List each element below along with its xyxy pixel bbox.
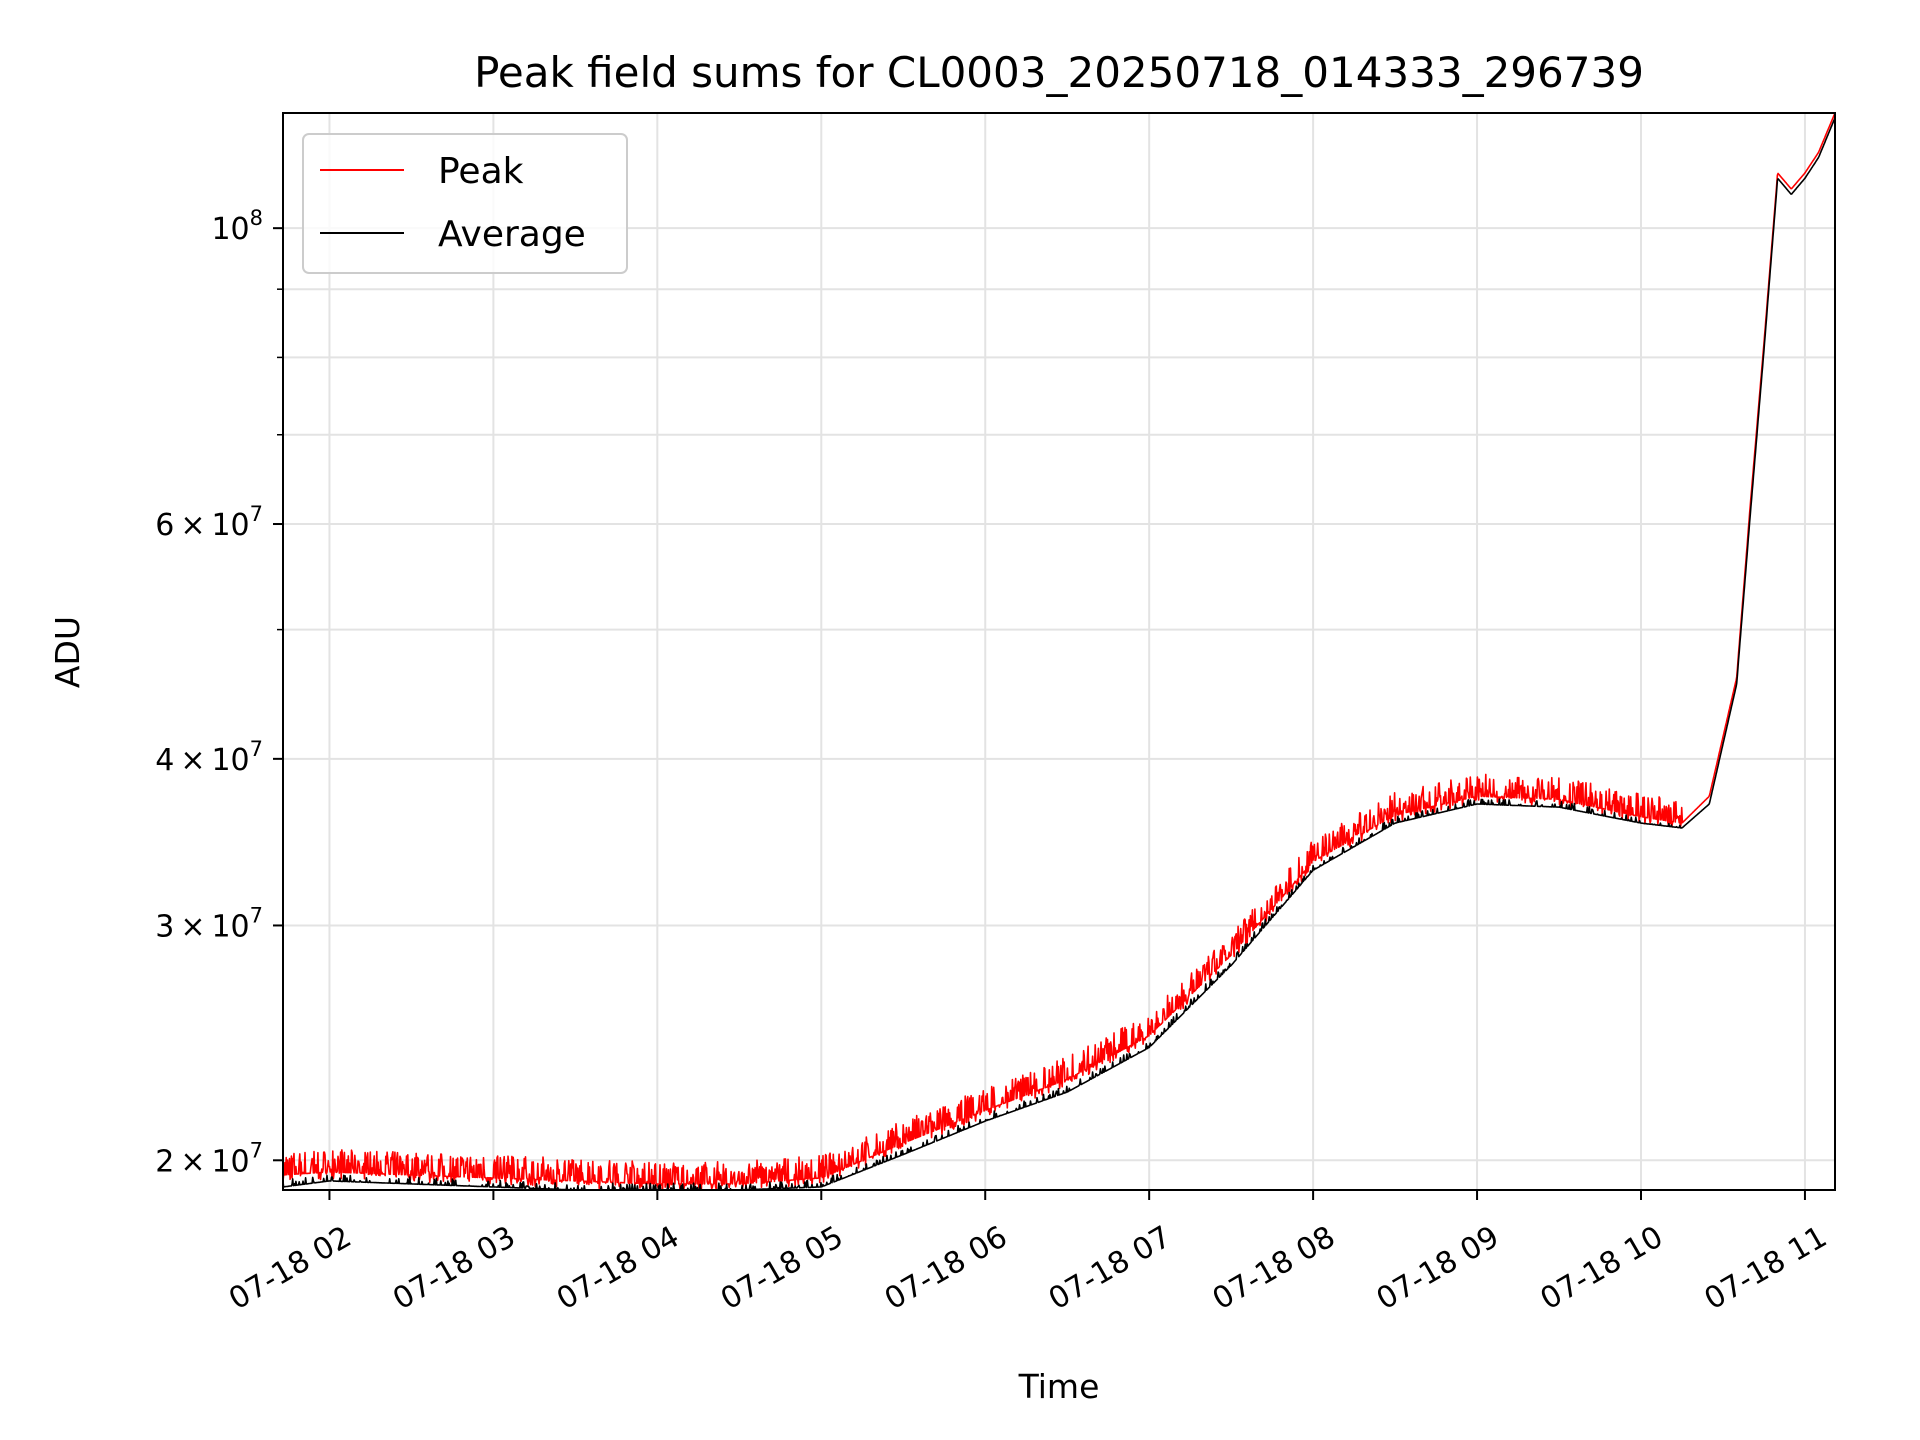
grid [283, 113, 1835, 1190]
legend: Peak Average [302, 133, 628, 274]
legend-box [302, 133, 628, 274]
y-tick-label: 6 × 107 [155, 502, 263, 543]
chart-title: Peak field sums for CL0003_20250718_0143… [474, 48, 1644, 97]
y-tick-label: 3 × 107 [155, 903, 263, 944]
plot-frame [282, 112, 1836, 1191]
x-axis-label: Time [1018, 1367, 1100, 1406]
series-line-peak [282, 112, 1836, 1191]
y-tick-label: 4 × 107 [155, 737, 263, 778]
series-layer [282, 112, 1836, 1191]
legend-label-average: Average [438, 214, 586, 255]
y-axis-label: ADU [48, 616, 87, 688]
y-tick-label: 2 × 107 [155, 1138, 263, 1179]
y-tick-label: 108 [211, 206, 263, 247]
series-line-average [282, 117, 1836, 1191]
y-axis: 2 × 107 3 × 107 4 × 107 6 × 107 108 [155, 206, 283, 1179]
legend-label-peak: Peak [438, 151, 524, 192]
